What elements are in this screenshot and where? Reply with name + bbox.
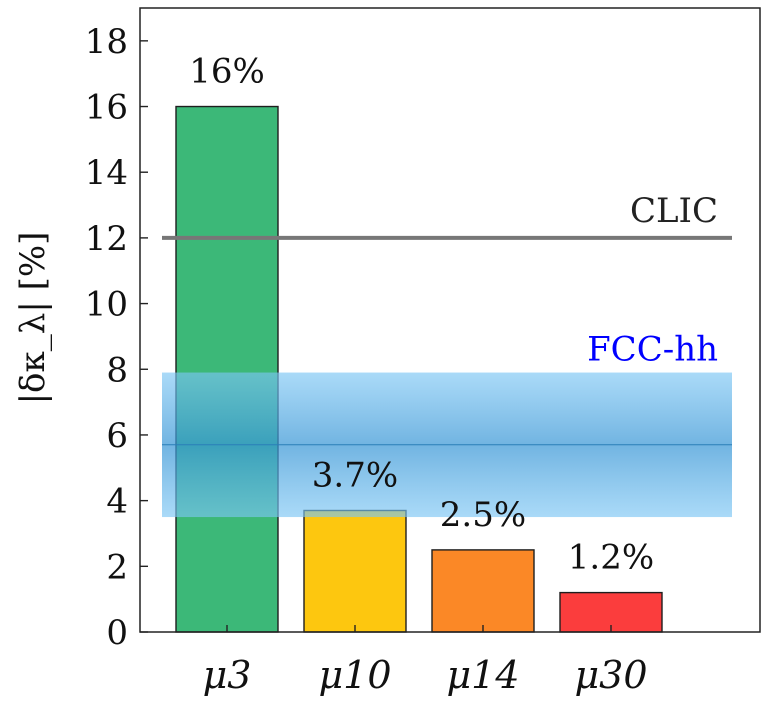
x-axis: μ3 μ10 μ14 μ30 — [203, 625, 648, 697]
reference-line-label-0: CLIC — [630, 191, 718, 231]
y-tick-label-7: 14 — [85, 153, 128, 193]
value-labels-layer: 16% 3.7% 2.5% 1.2% — [189, 52, 654, 578]
x-tick-label-1: μ10 — [318, 653, 391, 697]
y-tick-label-1: 2 — [106, 547, 128, 587]
band-label-0: FCC-hh — [587, 330, 718, 370]
plot-frame — [139, 7, 761, 633]
y-tick-label-8: 16 — [85, 88, 128, 128]
bar-value-label-2: 2.5% — [440, 495, 526, 535]
y-tick-label-5: 10 — [85, 285, 128, 325]
x-tick-label-2: μ14 — [446, 653, 519, 697]
y-tick-label-0: 0 — [106, 613, 128, 653]
y-tick-label-4: 8 — [106, 350, 128, 390]
bar-0 — [175, 105, 279, 633]
bar-1 — [303, 509, 407, 633]
band-layer: FCC-hh — [162, 330, 732, 518]
y-tick-label-3: 6 — [106, 416, 128, 456]
bar-value-label-1: 3.7% — [312, 455, 398, 495]
x-tick-label-3: μ30 — [574, 653, 647, 697]
y-tick-label-9: 18 — [85, 22, 128, 62]
bar-value-label-3: 1.2% — [568, 538, 654, 578]
reference-lines-layer: CLIC — [162, 191, 732, 240]
x-tick-label-0: μ3 — [203, 653, 252, 697]
y-tick-label-2: 4 — [106, 482, 128, 522]
bars-layer — [175, 105, 663, 633]
y-axis: 0 2 4 6 8 10 12 14 16 18 — [85, 22, 148, 653]
bar-2 — [431, 549, 535, 633]
y-tick-label-6: 12 — [85, 219, 128, 259]
y-axis-label: |δκ_λ| [%] — [13, 232, 53, 405]
bar-value-label-0: 16% — [189, 52, 265, 92]
